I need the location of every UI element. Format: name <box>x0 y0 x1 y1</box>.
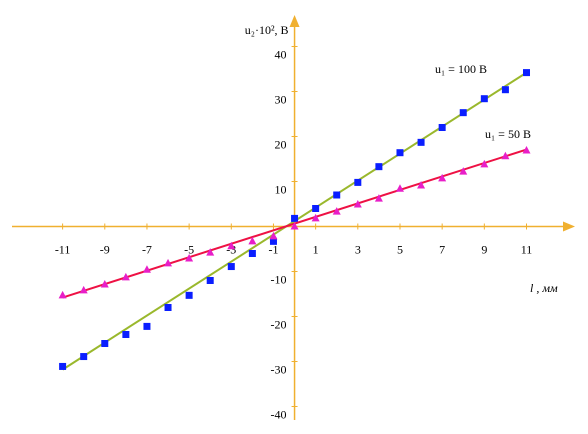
x-tick-label: 9 <box>481 243 487 257</box>
data-point <box>375 163 383 171</box>
x-tick-label: -9 <box>100 243 110 257</box>
data-point <box>79 285 88 294</box>
data-point <box>332 207 341 215</box>
data-point <box>227 263 235 271</box>
x-tick-label: -3 <box>226 243 236 257</box>
data-point <box>522 145 531 154</box>
y-tick-label: 30 <box>275 93 287 107</box>
data-point <box>269 231 278 240</box>
y-tick-label: -40 <box>271 408 287 422</box>
x-tick-label: 3 <box>355 243 361 257</box>
data-point <box>121 272 130 281</box>
y-tick-label: 20 <box>275 138 287 152</box>
data-point <box>248 250 256 257</box>
data-point <box>396 149 404 157</box>
data-point <box>58 290 67 299</box>
x-tick-label: 11 <box>521 243 533 257</box>
data-point <box>417 181 426 189</box>
data-point <box>59 362 67 370</box>
data-point <box>185 291 193 299</box>
y-tick-label: 10 <box>275 183 287 197</box>
data-point <box>164 304 172 311</box>
data-point <box>374 194 383 202</box>
data-point <box>395 184 404 192</box>
x-arrow <box>563 221 575 232</box>
y-axis-label: u₂·10², В <box>245 23 289 37</box>
data-point <box>523 69 531 77</box>
data-point <box>269 237 277 245</box>
data-point <box>333 191 341 199</box>
x-tick-label: 1 <box>313 243 319 257</box>
data-point <box>353 199 362 208</box>
data-point <box>311 213 320 222</box>
x-tick-label: 7 <box>439 243 445 257</box>
data-point <box>164 258 173 267</box>
data-point <box>248 236 257 245</box>
y-tick-label: 40 <box>275 48 287 62</box>
data-point <box>501 86 509 94</box>
data-point <box>312 205 320 212</box>
x-tick-label: -1 <box>268 243 278 257</box>
data-point <box>459 109 467 117</box>
data-point <box>501 151 510 160</box>
data-point <box>206 277 214 284</box>
data-point <box>206 248 215 256</box>
data-point <box>80 353 88 361</box>
data-point <box>122 331 130 338</box>
data-point <box>354 178 362 186</box>
x-axis-label: l , мм <box>530 281 558 295</box>
x-tick-label: -5 <box>184 243 194 257</box>
data-point <box>417 138 425 146</box>
data-point <box>290 222 299 230</box>
x-tick-label: -7 <box>142 243 152 257</box>
data-point <box>459 167 468 175</box>
data-point <box>142 265 151 273</box>
data-point <box>480 95 488 103</box>
data-point <box>480 159 489 168</box>
series-label: u₁ = 50 В <box>485 127 531 141</box>
data-point <box>291 214 299 222</box>
y-tick-label: -10 <box>271 273 287 287</box>
y-tick-label: -30 <box>271 363 287 377</box>
data-point <box>101 340 109 347</box>
data-point <box>438 124 446 131</box>
y-tick-label: -20 <box>271 318 287 332</box>
data-point <box>227 241 236 250</box>
data-point <box>185 253 194 262</box>
data-point <box>100 280 109 288</box>
x-tick-label: 5 <box>397 243 403 257</box>
data-point <box>438 173 447 182</box>
y-arrow <box>289 15 300 27</box>
x-tick-label: -11 <box>55 243 71 257</box>
series-label: u₁ = 100 В <box>435 62 487 76</box>
data-point <box>143 322 151 330</box>
